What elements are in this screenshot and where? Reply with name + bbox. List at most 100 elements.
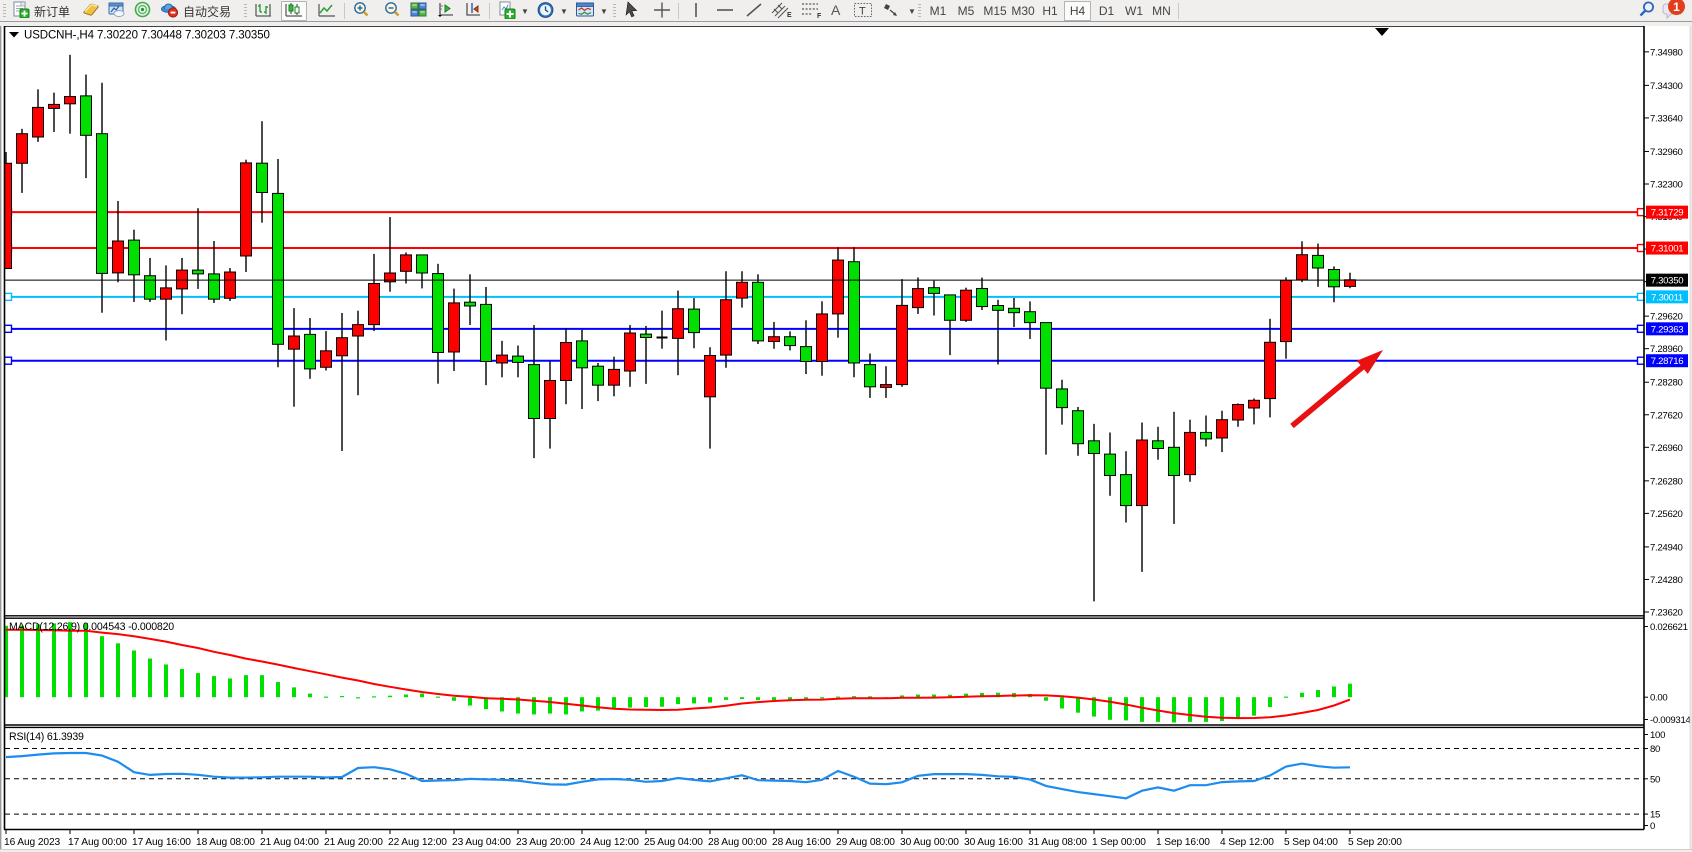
candle[interactable]: [240, 159, 252, 273]
line-chart-button[interactable]: [315, 1, 339, 21]
candle[interactable]: [192, 208, 204, 289]
candle[interactable]: [944, 294, 956, 356]
autotrading-button[interactable]: 自动交易: [158, 1, 233, 21]
candle[interactable]: [992, 299, 1004, 365]
candle[interactable]: [304, 318, 316, 379]
hline-handle[interactable]: [1636, 292, 1645, 302]
candle[interactable]: [1200, 415, 1212, 447]
candle[interactable]: [480, 287, 492, 386]
candle[interactable]: [384, 217, 396, 292]
candle[interactable]: [464, 274, 476, 326]
candle[interactable]: [96, 82, 108, 313]
candle[interactable]: [272, 158, 284, 368]
hline-handle[interactable]: [1636, 243, 1645, 253]
text-label-tool[interactable]: T: [850, 1, 876, 21]
tf-h1[interactable]: H1: [1042, 4, 1058, 18]
candle[interactable]: [400, 252, 412, 284]
candle[interactable]: [528, 325, 540, 459]
candle[interactable]: [256, 121, 268, 223]
tf-d1[interactable]: D1: [1098, 4, 1115, 18]
candle[interactable]: [1216, 410, 1228, 453]
candle[interactable]: [800, 320, 812, 375]
candle[interactable]: [208, 240, 220, 303]
signals-button[interactable]: [131, 1, 154, 21]
chart-shift-marker[interactable]: [1375, 28, 1389, 36]
candle[interactable]: [976, 277, 988, 310]
candle[interactable]: [768, 321, 780, 349]
candle[interactable]: [1072, 406, 1084, 456]
candle[interactable]: [624, 325, 636, 387]
search-button[interactable]: [1634, 1, 1659, 21]
indicators-dropdown-arrow[interactable]: ▼: [521, 6, 529, 16]
hline-handle[interactable]: [1636, 207, 1645, 217]
candle[interactable]: [832, 247, 844, 338]
fibonacci-tool[interactable]: F: [798, 1, 826, 21]
candle[interactable]: [48, 92, 60, 133]
vertical-line-tool[interactable]: [686, 1, 706, 21]
tf-m15[interactable]: M15: [983, 4, 1007, 18]
candle[interactable]: [1040, 322, 1052, 455]
candle[interactable]: [928, 280, 940, 316]
hline-handle[interactable]: [1636, 324, 1645, 334]
candle[interactable]: [656, 310, 668, 349]
new-order-button[interactable]: 新订单: [10, 1, 72, 21]
candle[interactable]: [1264, 318, 1276, 418]
candle[interactable]: [720, 271, 732, 368]
candle[interactable]: [80, 74, 92, 179]
trend-arrow-line[interactable]: [1290, 361, 1369, 429]
candle[interactable]: [960, 287, 972, 322]
hline-handle[interactable]: [1636, 356, 1645, 365]
auto-scroll-button[interactable]: [461, 1, 485, 21]
candle[interactable]: [288, 308, 300, 407]
candle[interactable]: [1168, 411, 1180, 524]
hline-handle[interactable]: [5, 292, 13, 302]
toolbar-grip[interactable]: [244, 4, 247, 18]
candle[interactable]: [1120, 451, 1132, 523]
symbol-header-collapse-button[interactable]: [5, 27, 21, 41]
price-chart[interactable]: 7.349807.343007.336407.329607.323007.316…: [0, 26, 1692, 852]
candle[interactable]: [448, 288, 460, 372]
equidistant-channel-tool[interactable]: E: [768, 1, 796, 21]
periods-button[interactable]: ▼: [534, 1, 570, 21]
candle[interactable]: [352, 310, 364, 396]
candle[interactable]: [592, 362, 604, 402]
templates-dropdown-arrow[interactable]: ▼: [600, 6, 608, 16]
periods-dropdown-arrow[interactable]: ▼: [560, 6, 568, 16]
candle[interactable]: [816, 301, 828, 376]
candle[interactable]: [896, 279, 908, 387]
candle[interactable]: [368, 253, 380, 332]
toolbar-grip[interactable]: [3, 4, 6, 18]
candle[interactable]: [912, 277, 924, 314]
candle[interactable]: [688, 298, 700, 349]
candle[interactable]: [752, 274, 764, 345]
horizontal-line-tool[interactable]: [712, 1, 738, 21]
arrows-tool[interactable]: ▼: [879, 1, 918, 21]
candle[interactable]: [608, 356, 620, 397]
candle[interactable]: [416, 254, 428, 289]
candle[interactable]: [336, 312, 348, 452]
arrows-dropdown-arrow[interactable]: ▼: [908, 6, 916, 16]
candle[interactable]: [1152, 426, 1164, 460]
candle[interactable]: [1248, 398, 1260, 425]
cursor-button[interactable]: [621, 0, 643, 21]
candle[interactable]: [512, 345, 524, 378]
candle[interactable]: [112, 201, 124, 283]
candle[interactable]: [1008, 297, 1020, 327]
text-tool[interactable]: A: [826, 1, 846, 21]
tile-windows-button[interactable]: [407, 1, 430, 21]
trendline-tool[interactable]: [742, 1, 766, 21]
candle[interactable]: [1, 151, 12, 270]
candle[interactable]: [864, 353, 876, 398]
tf-m5[interactable]: M5: [957, 4, 975, 18]
candle[interactable]: [1136, 422, 1148, 572]
templates-button[interactable]: ▼: [573, 1, 610, 21]
candle[interactable]: [1328, 266, 1340, 303]
candle[interactable]: [672, 290, 684, 376]
candle[interactable]: [32, 89, 44, 142]
candle[interactable]: [560, 328, 572, 405]
candle[interactable]: [1056, 379, 1068, 425]
tf-w1[interactable]: W1: [1125, 4, 1143, 18]
candle[interactable]: [784, 331, 796, 351]
chart-window-button[interactable]: [105, 1, 128, 21]
candle[interactable]: [1184, 419, 1196, 482]
